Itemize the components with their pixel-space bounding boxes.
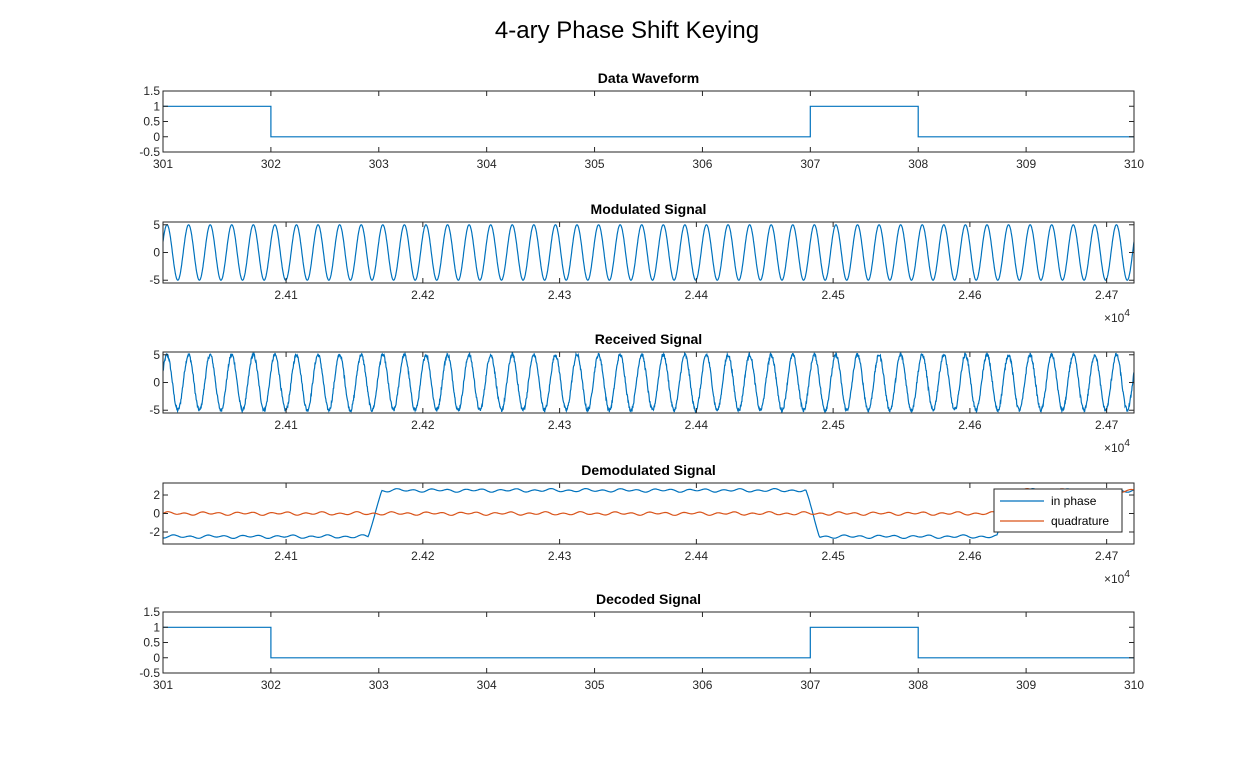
x-tick-label: 303	[369, 678, 389, 692]
x-tick-label: 2.41	[274, 418, 298, 432]
x-tick-label: 2.42	[411, 549, 435, 563]
y-tick-label: 0	[153, 246, 160, 260]
x-exponent-power: 4	[1124, 438, 1130, 449]
x-tick-label: 2.46	[958, 288, 982, 302]
x-tick-label: 2.41	[274, 549, 298, 563]
x-exponent-label: ×104	[1104, 569, 1130, 586]
x-tick-label: 301	[153, 678, 173, 692]
y-tick-label: 0	[153, 376, 160, 390]
x-tick-label: 2.43	[548, 418, 572, 432]
series-group	[163, 105, 1134, 138]
y-tick-label: 0.5	[143, 115, 160, 129]
series-line-1	[163, 626, 1134, 659]
x-tick-label: 2.47	[1095, 288, 1119, 302]
x-tick-label: 308	[908, 678, 928, 692]
x-tick-label: 2.44	[685, 288, 709, 302]
x-tick-label: 2.42	[411, 288, 435, 302]
x-tick-label: 2.43	[548, 288, 572, 302]
axes-box	[162, 221, 1135, 284]
series-line-1	[163, 487, 1134, 539]
x-tick-label: 2.47	[1095, 418, 1119, 432]
legend-box	[993, 488, 1123, 533]
x-tick-label: 2.44	[685, 549, 709, 563]
plot-title: Demodulated Signal	[581, 462, 716, 478]
plot-title: Decoded Signal	[596, 591, 701, 607]
figure-title: 4-ary Phase Shift Keying	[495, 17, 759, 44]
x-tick-label: 2.47	[1095, 549, 1119, 563]
x-tick-label: 2.41	[274, 288, 298, 302]
plot-title: Received Signal	[595, 331, 702, 347]
subplot-2: Modulated Signal 2.41 2.42 2.43 2.44 2.45 2.46…	[149, 201, 1135, 325]
series-line-2	[163, 487, 1134, 516]
y-tick-label: 0	[153, 651, 160, 665]
x-exponent-power: 4	[1124, 569, 1130, 580]
series-group	[163, 487, 1134, 539]
x-tick-label: 309	[1016, 678, 1036, 692]
y-tick-label: 5	[153, 348, 160, 362]
y-tick-label: 0	[153, 130, 160, 144]
series-group	[163, 224, 1134, 281]
y-tick-label: -0.5	[139, 666, 160, 680]
x-tick-label: 305	[585, 157, 605, 171]
x-tick-label: 2.45	[821, 288, 845, 302]
x-tick-label: 306	[692, 678, 712, 692]
x-tick-label: 2.44	[685, 418, 709, 432]
plot-title: Data Waveform	[598, 70, 699, 86]
legend-label: quadrature	[1051, 514, 1109, 528]
x-tick-label: 310	[1124, 157, 1144, 171]
y-tick-label: 0	[153, 507, 160, 521]
subplot-1: Data Waveform 301 302 303 304 305 306 307 308 309…	[139, 70, 1144, 171]
x-tick-label: 303	[369, 157, 389, 171]
y-tick-label: 5	[153, 218, 160, 232]
legend: in phase quadrature	[993, 488, 1123, 533]
x-tick-label: 305	[585, 678, 605, 692]
x-tick-label: 2.46	[958, 418, 982, 432]
axes-box	[162, 611, 1135, 674]
x-tick-label: 310	[1124, 678, 1144, 692]
x-tick-label: 304	[477, 157, 497, 171]
axes-box	[162, 90, 1135, 153]
y-tick-label: -5	[149, 403, 160, 417]
signal-line	[163, 224, 1134, 281]
plot-title: Modulated Signal	[591, 201, 707, 217]
subplots: Data Waveform 301 302 303 304 305 306 307 308 309…	[139, 70, 1144, 692]
y-tick-label: 0.5	[143, 636, 160, 650]
x-exponent-label: ×104	[1104, 308, 1130, 325]
y-tick-label: 1.5	[143, 605, 160, 619]
y-tick-label: 1.5	[143, 84, 160, 98]
y-tick-label: 1	[153, 99, 160, 113]
x-tick-label: 307	[800, 678, 820, 692]
subplot-5: Decoded Signal 301 302 303 304 305 306 307 308 30…	[139, 591, 1144, 692]
x-exponent-label: ×104	[1104, 438, 1130, 455]
y-tick-label: 1	[153, 620, 160, 634]
y-tick-label: -0.5	[139, 145, 160, 159]
legend-label: in phase	[1051, 494, 1097, 508]
x-tick-label: 307	[800, 157, 820, 171]
subplot-3: Received Signal 2.41 2.42 2.43 2.44 2.45 2.46 2…	[149, 331, 1135, 455]
x-tick-label: 302	[261, 157, 281, 171]
x-tick-label: 304	[477, 678, 497, 692]
y-tick-label: 2	[153, 488, 160, 502]
y-tick-label: -5	[149, 273, 160, 287]
x-tick-label: 309	[1016, 157, 1036, 171]
x-tick-label: 306	[692, 157, 712, 171]
axes-box	[162, 351, 1135, 414]
subplot-4: Demodulated Signal 2.41 2.42 2.43 2.44 2.45 2.…	[149, 462, 1135, 586]
series-group	[163, 352, 1134, 413]
x-tick-label: 308	[908, 157, 928, 171]
x-tick-label: 2.42	[411, 418, 435, 432]
series-line-1	[163, 105, 1134, 138]
x-exponent-power: 4	[1124, 308, 1130, 319]
x-tick-label: 2.45	[821, 418, 845, 432]
x-tick-label: 2.43	[548, 549, 572, 563]
x-tick-label: 301	[153, 157, 173, 171]
x-tick-label: 302	[261, 678, 281, 692]
series-group	[163, 626, 1134, 659]
y-tick-label: -2	[149, 525, 160, 539]
signal-line	[163, 352, 1134, 413]
x-tick-label: 2.45	[821, 549, 845, 563]
x-tick-label: 2.46	[958, 549, 982, 563]
